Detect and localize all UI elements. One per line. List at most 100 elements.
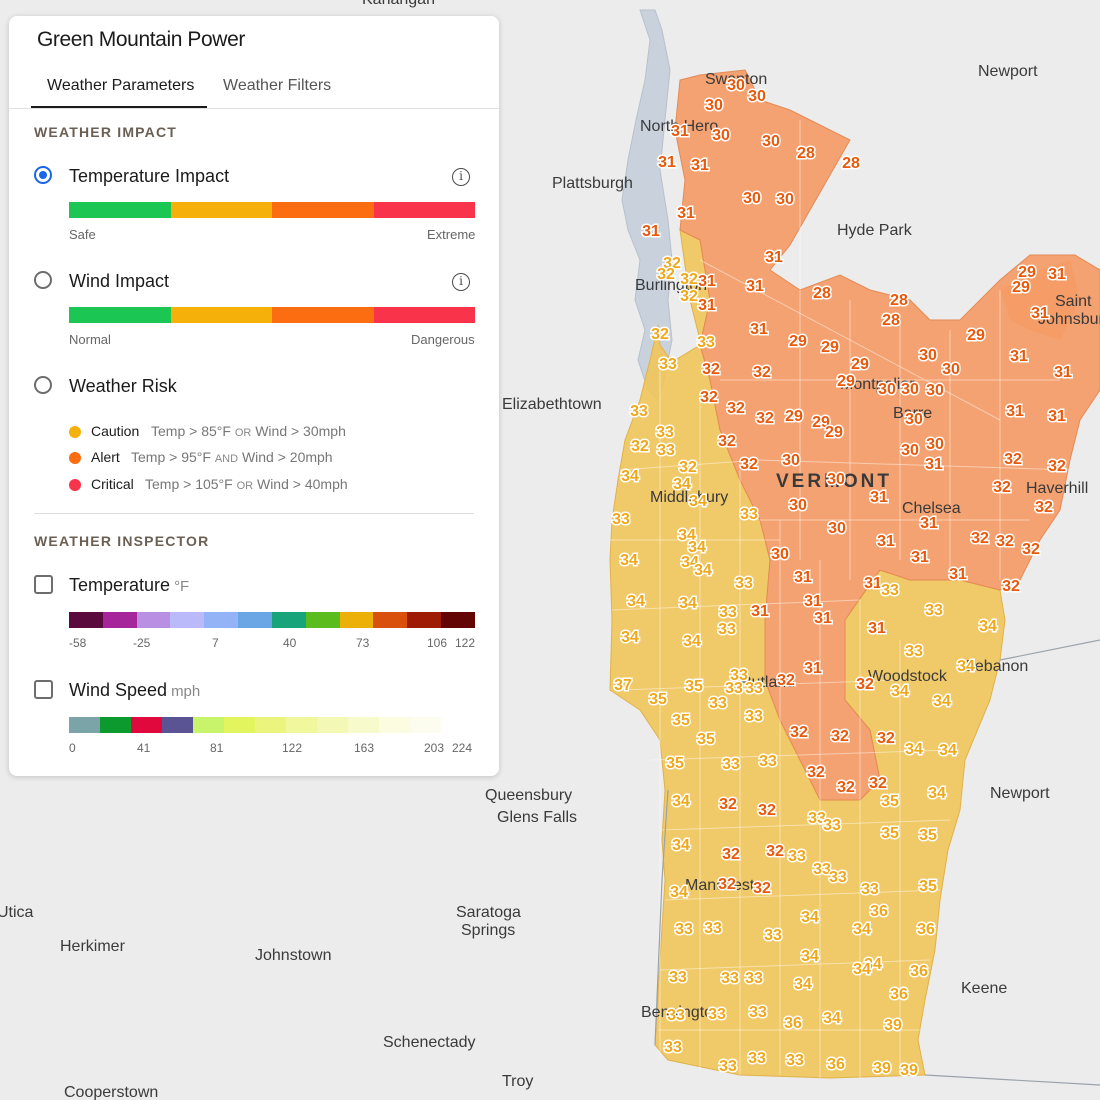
temperature-impact-radio[interactable] [34,166,52,184]
scale-tick-label: 0 [69,741,76,755]
temperature-value-label: 30 [743,190,761,207]
temperature-value-label: 33 [612,511,630,528]
temperature-value-label: 34 [621,468,639,485]
weather-impact-heading: Weather Impact [34,124,178,140]
place-label: Hyde Park [837,222,913,239]
caution-label: Caution [91,423,140,439]
panel-tabs: Weather Parameters Weather Filters [9,72,499,109]
temperature-value-label: 33 [764,927,782,944]
temperature-value-label: 29 [821,339,839,356]
place-label: Johnstown [255,947,332,964]
temperature-value-label: 31 [877,533,895,550]
temperature-impact-segment [272,202,374,218]
temperature-value-label: 34 [694,562,712,579]
temperature-value-label: 35 [881,793,899,810]
temperature-value-label: 33 [749,1004,767,1021]
temperature-value-label: 35 [672,712,690,729]
temperature-value-label: 30 [926,436,944,453]
wind-impact-info-icon[interactable]: i [452,273,470,291]
temperature-value-label: 33 [925,602,943,619]
temperature-value-label: 33 [861,881,879,898]
wind-impact-high-label: Dangerous [411,332,475,347]
wind-speed-checkbox[interactable] [34,680,53,699]
temperature-value-label: 36 [917,921,935,938]
temperature-value-label: 32 [1002,578,1020,595]
temperature-value-label: 32 [756,410,774,427]
temperature-value-label: 32 [996,533,1014,550]
temperature-value-label: 35 [919,827,937,844]
temperature-value-label: 31 [677,205,695,222]
temperature-impact-info-icon[interactable]: i [452,168,470,186]
wind-scale-segment [131,717,162,733]
temperature-value-label: 34 [670,884,688,901]
place-label: Haverhill [1026,480,1088,497]
temperature-scale-segment [204,612,239,628]
temperature-value-label: 29 [851,356,869,373]
temperature-value-label: 32 [651,326,669,343]
temperature-value-label: 31 [658,154,676,171]
place-label: Newport [978,63,1038,80]
temperature-scale-segment [102,612,137,628]
temperature-value-label: 29 [825,424,843,441]
weather-risk-radio[interactable] [34,376,52,394]
region-warm-islands [1000,260,1080,340]
app-title: Green Mountain Power [37,28,245,51]
temperature-value-label: 33 [656,424,674,441]
temperature-value-label: 28 [797,145,815,162]
scale-tick-label: 81 [210,741,224,755]
temperature-checkbox[interactable] [34,575,53,594]
temperature-value-label: 32 [718,433,736,450]
temperature-value-label: 31 [1048,266,1066,283]
place-label: Bennington [641,1004,722,1021]
temperature-value-label: 35 [649,691,667,708]
place-label: Glens Falls [497,809,577,826]
temperature-value-label: 32 [631,438,649,455]
place-label: Saratoga [456,904,521,921]
temperature-value-label: 32 [766,843,784,860]
wind-scale-segment [162,717,193,733]
temperature-value-label: 32 [1004,451,1022,468]
wind-impact-segment [69,307,171,323]
temperature-value-label: 33 [745,680,763,697]
tab-weather-filters[interactable]: Weather Filters [223,77,332,94]
temperature-value-label: 34 [957,658,975,675]
temperature-scale-segment [271,612,306,628]
temperature-value-label: 34 [801,909,819,926]
wind-scale-segment [379,717,410,733]
wind-impact-radio[interactable] [34,271,52,289]
temperature-value-label: 31 [1010,348,1028,365]
temperature-value-label: 34 [928,785,946,802]
temperature-value-label: 34 [678,527,696,544]
temperature-scale-segment [136,612,171,628]
temperature-scale-segment [238,612,272,628]
alert-label: Alert [91,449,120,465]
temperature-value-label: 35 [919,878,937,895]
wind-impact-segment [272,307,374,323]
temperature-value-label: 29 [1018,264,1036,281]
temperature-value-label: 33 [745,970,763,987]
temperature-value-label: 30 [901,442,919,459]
section-divider [34,513,474,514]
temperature-value-label: 34 [979,618,997,635]
temperature-value-label: 32 [777,672,795,689]
temperature-value-label: 33 [725,680,743,697]
temperature-value-label: 32 [993,479,1011,496]
temperature-value-label: 33 [630,403,648,420]
place-label: Utica [0,904,34,921]
temperature-value-label: 31 [864,575,882,592]
place-label: Johnsbury [1038,311,1100,328]
place-label: Swanton [705,71,767,88]
temperature-value-label: 31 [920,515,938,532]
temperature-value-label: 34 [620,552,638,569]
temperature-scale-segment [441,612,475,628]
temperature-inspector-label: Temperature °F [69,575,190,595]
weather-parameters-panel: Green Mountain Power Weather Parameters … [9,16,499,776]
temperature-value-label: 32 [790,724,808,741]
temperature-impact-high-label: Extreme [427,227,476,242]
wind-scale-segment [317,717,348,733]
temperature-value-label: 34 [679,595,697,612]
tab-weather-parameters[interactable]: Weather Parameters [47,77,195,94]
scale-tick-label: -25 [133,636,151,650]
temperature-value-label: 30 [712,127,730,144]
